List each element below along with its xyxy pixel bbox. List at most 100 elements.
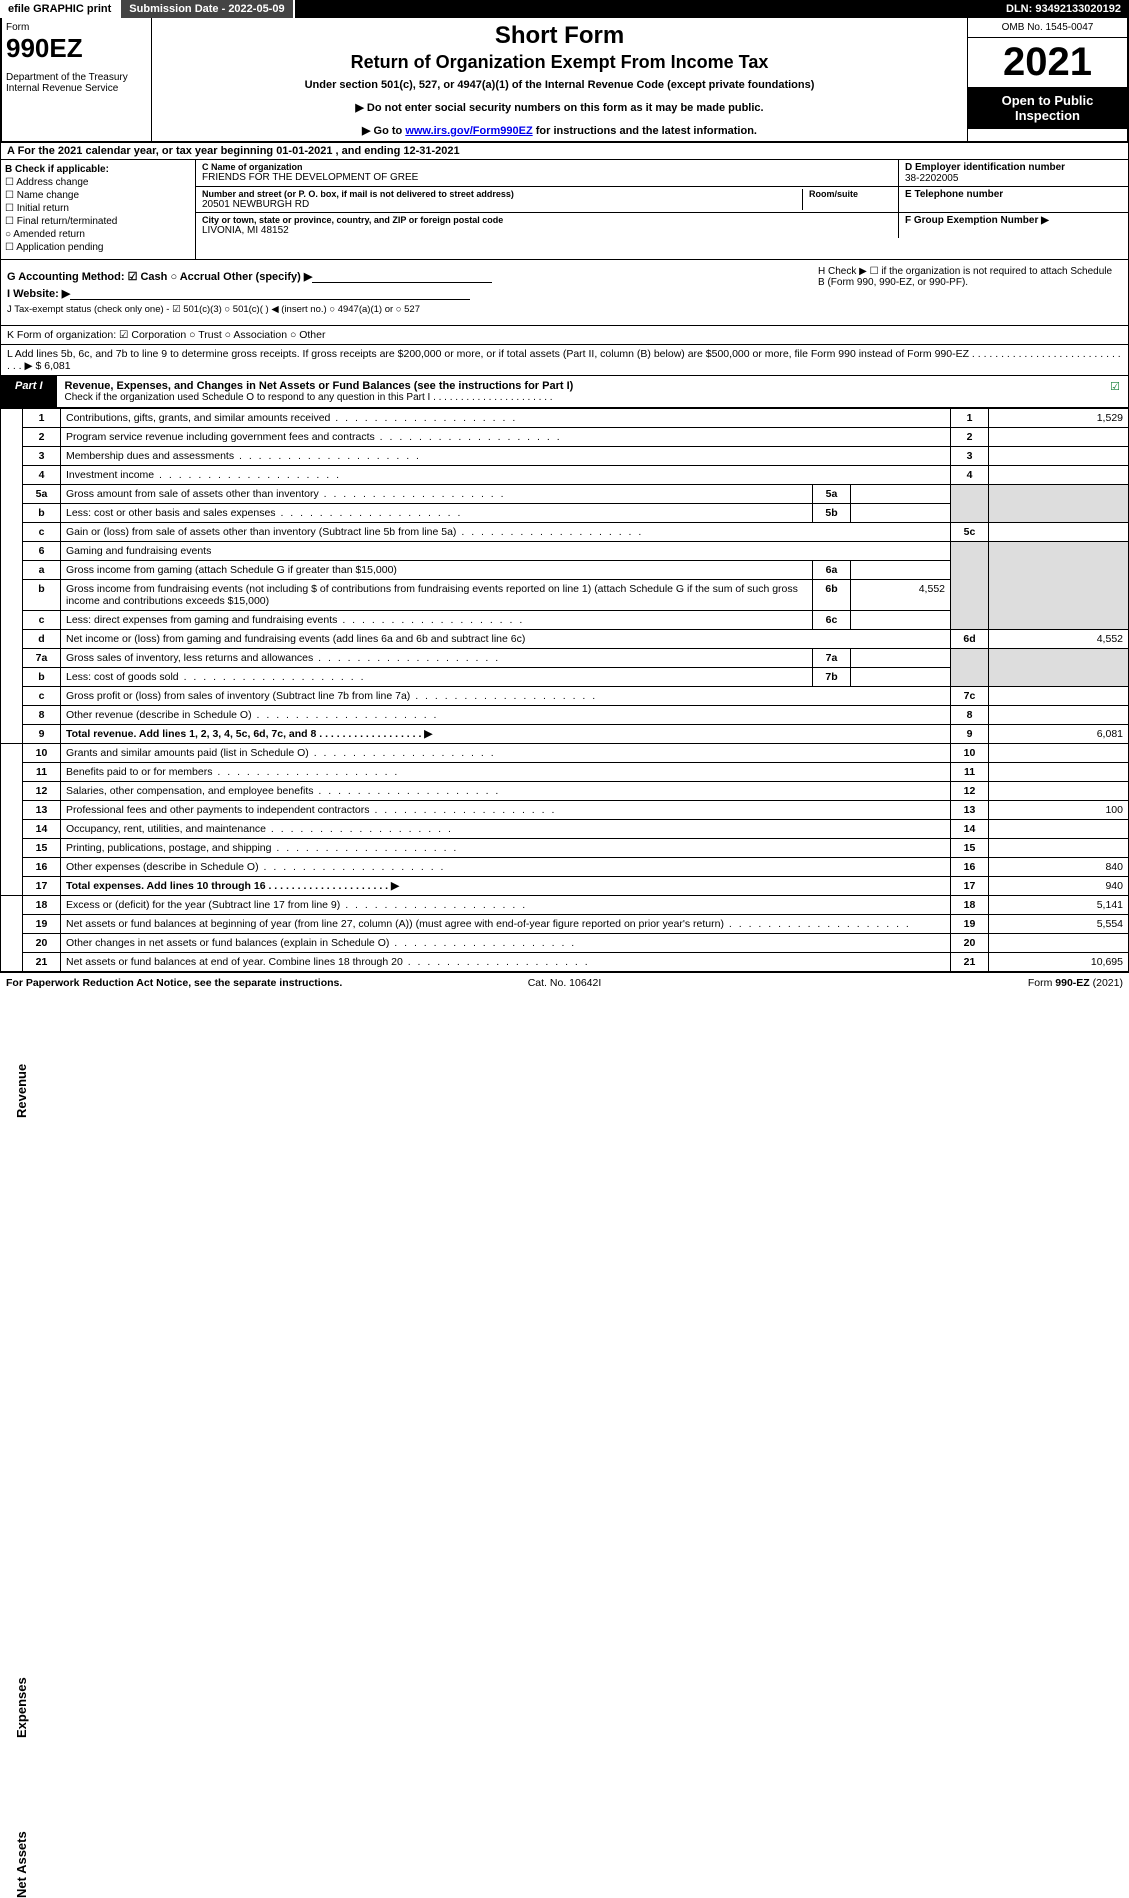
table-row: 18Excess or (deficit) for the year (Subt… [1, 896, 1129, 915]
line-7c-desc: Gross profit or (loss) from sales of inv… [61, 687, 951, 706]
line-1-ln: 1 [951, 409, 989, 428]
line-13-desc: Professional fees and other payments to … [61, 801, 951, 820]
line-5b-iamt [851, 504, 951, 523]
goto-note: Go to www.irs.gov/Form990EZ for instruct… [160, 124, 959, 137]
part1-checkbox[interactable]: ☑ [1102, 376, 1128, 407]
cb-application-pending[interactable]: Application pending [5, 242, 191, 253]
line-8-desc: Other revenue (describe in Schedule O) [61, 706, 951, 725]
city-value: LIVONIA, MI 48152 [202, 225, 892, 236]
cb-address-change[interactable]: Address change [5, 177, 191, 188]
line-5c-num: c [23, 523, 61, 542]
table-row: 2Program service revenue including gover… [1, 428, 1129, 447]
line-21-amt: 10,695 [989, 953, 1129, 972]
other-specify-blank[interactable] [312, 271, 492, 283]
cb-amended-return[interactable]: Amended return [5, 229, 191, 240]
line-6d-amt: 4,552 [989, 630, 1129, 649]
line-21-desc: Net assets or fund balances at end of ye… [61, 953, 951, 972]
table-row: 15Printing, publications, postage, and s… [1, 839, 1129, 858]
line-12-desc: Salaries, other compensation, and employ… [61, 782, 951, 801]
line-7-shade [951, 649, 989, 687]
sidelabel-revenue: Revenue [14, 1064, 29, 1118]
org-name-cell: C Name of organization FRIENDS FOR THE D… [196, 160, 898, 186]
footer-left: For Paperwork Reduction Act Notice, see … [6, 977, 378, 989]
line-6d-ln: 6d [951, 630, 989, 649]
line-8-amt [989, 706, 1129, 725]
part1-table-wrap: Revenue Expenses Net Assets 1 Contributi… [0, 408, 1129, 972]
room-label: Room/suite [809, 189, 892, 199]
table-row: 16Other expenses (describe in Schedule O… [1, 858, 1129, 877]
table-row: 19Net assets or fund balances at beginni… [1, 915, 1129, 934]
line-13-ln: 13 [951, 801, 989, 820]
line-19-ln: 19 [951, 915, 989, 934]
line-11-num: 11 [23, 763, 61, 782]
line-12-ln: 12 [951, 782, 989, 801]
section-i: I Website: ▶ [7, 287, 1122, 300]
line-6a-iamt [851, 561, 951, 580]
efile-label[interactable]: efile GRAPHIC print [0, 0, 121, 18]
line-3-amt [989, 447, 1129, 466]
line-2-num: 2 [23, 428, 61, 447]
line-1-desc: Contributions, gifts, grants, and simila… [61, 409, 951, 428]
line-3-desc: Membership dues and assessments [61, 447, 951, 466]
line-6c-desc: Less: direct expenses from gaming and fu… [61, 611, 813, 630]
table-row: dNet income or (loss) from gaming and fu… [1, 630, 1129, 649]
line-5b-in: 5b [813, 504, 851, 523]
line-6-shade-amt [989, 542, 1129, 630]
line-6b-iamt: 4,552 [851, 580, 951, 611]
line-11-amt [989, 763, 1129, 782]
open-inspection: Open to Public Inspection [968, 87, 1127, 129]
line-14-num: 14 [23, 820, 61, 839]
line-7b-iamt [851, 668, 951, 687]
submission-date: Submission Date - 2022-05-09 [121, 0, 294, 18]
line-10-amt [989, 744, 1129, 763]
line-5c-amt [989, 523, 1129, 542]
line-16-amt: 840 [989, 858, 1129, 877]
line-5-shade-amt [989, 485, 1129, 523]
line-6b-desc: Gross income from fundraising events (no… [61, 580, 813, 611]
line-9-amt: 6,081 [989, 725, 1129, 744]
line-7a-num: 7a [23, 649, 61, 668]
line-18-desc: Excess or (deficit) for the year (Subtra… [61, 896, 951, 915]
row-a-calendar-year: A For the 2021 calendar year, or tax yea… [0, 143, 1129, 160]
cb-initial-return[interactable]: Initial return [5, 203, 191, 214]
header-middle: Short Form Return of Organization Exempt… [152, 18, 967, 141]
department: Department of the Treasury Internal Reve… [6, 72, 147, 94]
part1-header: Part I Revenue, Expenses, and Changes in… [0, 376, 1129, 408]
table-row: 17Total expenses. Add lines 10 through 1… [1, 877, 1129, 896]
line-16-desc: Other expenses (describe in Schedule O) [61, 858, 951, 877]
table-row: 8Other revenue (describe in Schedule O)8 [1, 706, 1129, 725]
line-17-amt: 940 [989, 877, 1129, 896]
header-right: OMB No. 1545-0047 2021 Open to Public In… [967, 18, 1127, 141]
topbar-spacer [295, 0, 998, 18]
line-2-desc: Program service revenue including govern… [61, 428, 951, 447]
line-12-num: 12 [23, 782, 61, 801]
line-5a-desc: Gross amount from sale of assets other t… [61, 485, 813, 504]
line-10-ln: 10 [951, 744, 989, 763]
irs-link[interactable]: www.irs.gov/Form990EZ [405, 125, 532, 137]
city-cell: City or town, state or province, country… [196, 213, 898, 238]
line-6-desc: Gaming and fundraising events [61, 542, 951, 561]
line-7c-amt [989, 687, 1129, 706]
form-number: 990EZ [6, 33, 147, 64]
line-6a-num: a [23, 561, 61, 580]
street-label: Number and street (or P. O. box, if mail… [202, 189, 802, 199]
table-row: 1 Contributions, gifts, grants, and simi… [1, 409, 1129, 428]
website-blank[interactable] [70, 288, 470, 300]
line-1-num: 1 [23, 409, 61, 428]
line-21-ln: 21 [951, 953, 989, 972]
cb-name-change[interactable]: Name change [5, 190, 191, 201]
table-row: cGross profit or (loss) from sales of in… [1, 687, 1129, 706]
section-b: B Check if applicable: Address change Na… [1, 160, 196, 259]
row-k: K Form of organization: ☑ Corporation ○ … [0, 326, 1129, 345]
line-20-num: 20 [23, 934, 61, 953]
line-11-ln: 11 [951, 763, 989, 782]
website-label: I Website: ▶ [7, 288, 70, 300]
goto-post: for instructions and the latest informat… [533, 125, 757, 137]
part1-table: 1 Contributions, gifts, grants, and simi… [0, 408, 1129, 972]
cb-final-return[interactable]: Final return/terminated [5, 216, 191, 227]
line-6d-num: d [23, 630, 61, 649]
line-21-num: 21 [23, 953, 61, 972]
line-20-amt [989, 934, 1129, 953]
part1-tag: Part I [1, 376, 57, 407]
line-5b-desc: Less: cost or other basis and sales expe… [61, 504, 813, 523]
